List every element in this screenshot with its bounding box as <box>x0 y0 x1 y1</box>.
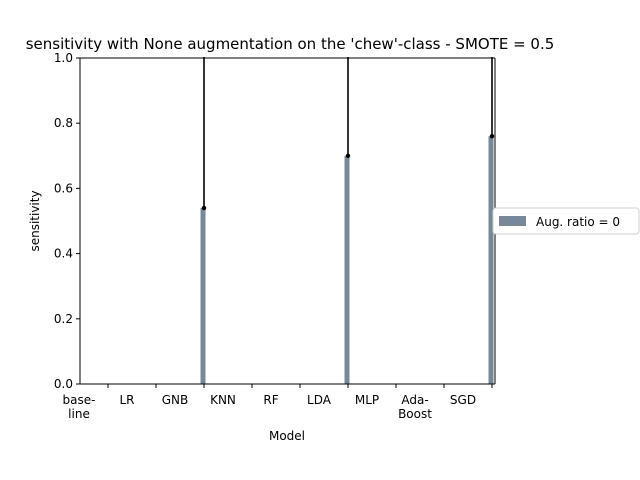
data-point <box>489 134 495 139</box>
chart-title: sensitivity with None augmentation on th… <box>26 35 555 53</box>
y-tick-label: 0.6 <box>54 181 73 195</box>
data-point <box>345 153 351 158</box>
x-tick-label: base-line <box>63 393 96 421</box>
x-tick-label: LDA <box>307 393 332 407</box>
x-tick-label: SGD <box>450 393 476 407</box>
x-tick-label: MLP <box>355 393 379 407</box>
x-tick-label: GNB <box>162 393 189 407</box>
y-tick-label: 0.4 <box>54 247 73 261</box>
y-tick-label: 0.0 <box>54 377 73 391</box>
x-tick-label: Ada-Boost <box>398 393 432 421</box>
bar <box>200 207 206 384</box>
x-axis-label: Model <box>269 429 305 443</box>
y-tick-label: 1.0 <box>54 51 73 65</box>
y-tick-label: 0.8 <box>54 116 73 130</box>
bar <box>344 155 350 384</box>
legend-label: Aug. ratio = 0 <box>536 215 620 229</box>
data-point <box>201 205 207 211</box>
legend-box <box>492 207 640 235</box>
y-tick-label: 0.2 <box>54 312 73 326</box>
x-tick-label: LR <box>119 393 134 407</box>
bar <box>488 136 494 384</box>
x-tick-label: RF <box>263 393 278 407</box>
plot-area: 0.0 0.2 0.4 0.6 0.8 1.0 base-line LR GNB KNN RF LDA… <box>54 51 496 421</box>
legend: Aug. ratio = 0 <box>492 207 640 235</box>
x-tick-label: KNN <box>210 393 236 407</box>
y-axis-label: sensitivity <box>28 190 42 251</box>
legend-swatch <box>499 216 526 226</box>
